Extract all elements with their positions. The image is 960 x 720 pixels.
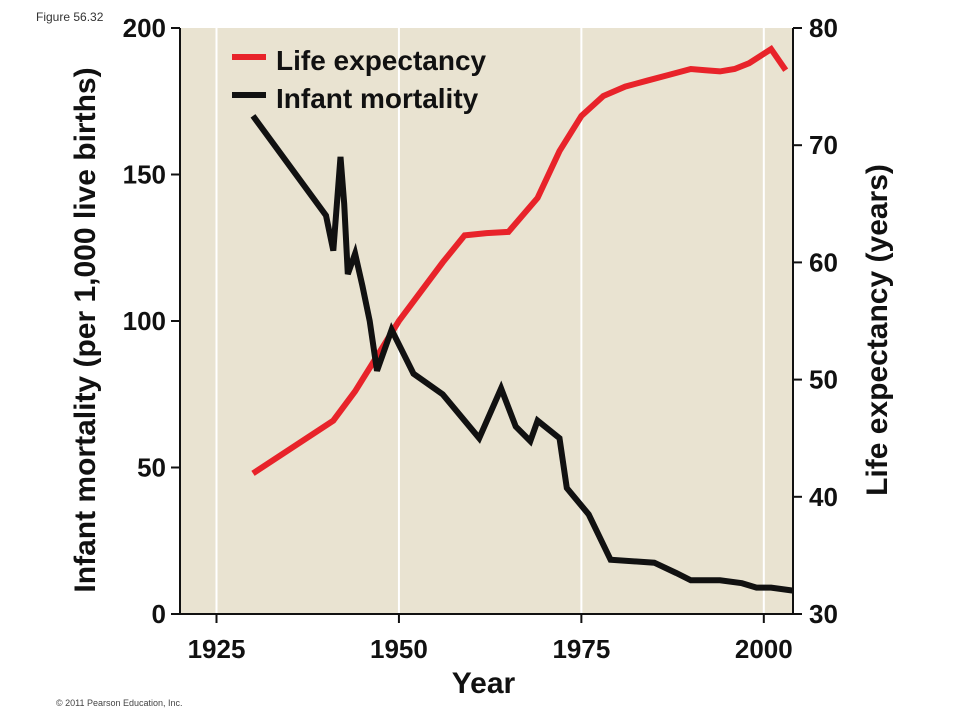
y-right-tick-label: 80 [809,13,838,43]
y-left-tick-label: 150 [123,160,166,190]
y-right-tick-label: 60 [809,247,838,277]
y-left-tick-label: 100 [123,306,166,336]
legend: Life expectancy Infant mortality [232,45,487,114]
y-right-tick-label: 30 [809,599,838,629]
y-axis-right-title: Life expectancy (years) [861,164,894,496]
y-right-tick-label: 70 [809,130,838,160]
y-left-tick-label: 50 [137,453,166,483]
plot-background [180,28,793,614]
copyright-notice: © 2011 Pearson Education, Inc. [56,698,183,708]
axes: 1925 1950 1975 2000 0 50 100 150 200 30 40 50 60 70 80 [123,13,838,664]
x-tick-label: 1975 [552,634,610,664]
y-right-tick-label: 50 [809,365,838,395]
x-tick-label: 1950 [370,634,428,664]
legend-label-infant-mortality: Infant mortality [276,83,479,114]
series-lines [250,45,794,594]
series-line-infant-mortality [250,114,794,594]
series-line-life-expectancy [251,45,789,476]
y-left-tick-label: 200 [123,13,166,43]
y-axis-left-title: Infant mortality (per 1,000 live births) [69,67,102,592]
y-left-tick-label: 0 [152,599,166,629]
x-tick-label: 2000 [735,634,793,664]
x-axis-title: Year [452,667,516,700]
x-tick-label: 1925 [188,634,246,664]
legend-label-life-expectancy: Life expectancy [276,45,487,76]
y-right-tick-label: 40 [809,482,838,512]
figure-label: Figure 56.32 [36,10,104,24]
